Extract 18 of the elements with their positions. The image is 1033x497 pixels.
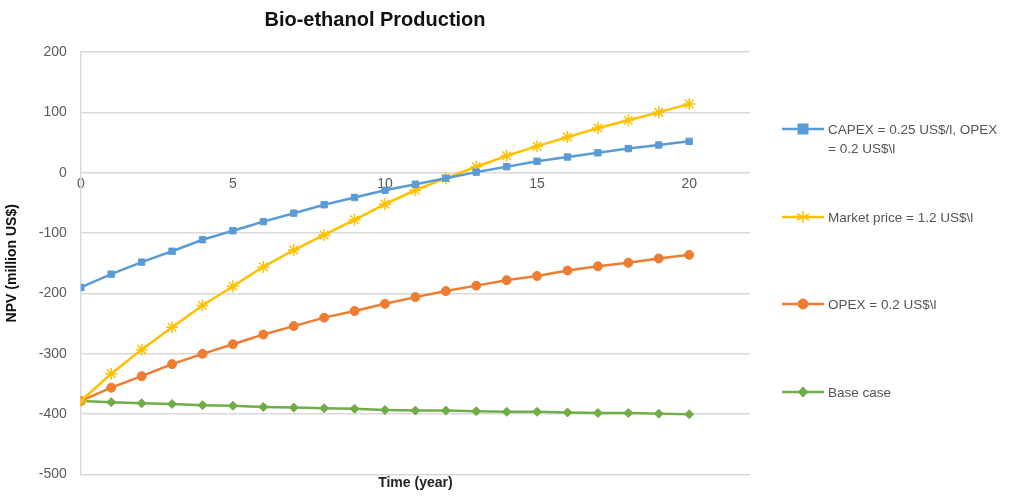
y-tick-label: 200 [43,42,68,59]
legend-label: OPEX = 0.2 US$\l [828,296,937,314]
y-tick-label: -300 [38,344,68,361]
y-tick-label: -100 [38,223,68,240]
y-tick-label: 100 [43,103,68,120]
y-tick-label: -200 [38,284,68,301]
y-axis-title: NPV (million US$) [3,204,20,323]
legend-label: Base case [828,383,892,402]
y-tick-label: -500 [38,465,68,482]
x-axis-title: Time (year) [378,474,453,490]
legend-label: Market price = 1.2 US$\l [828,208,974,227]
legend-label: CAPEX = 0.25 US$/l, OPEX = 0.2 US$\l [828,121,999,158]
y-tick-label: -400 [38,405,68,422]
y-tick-label: 0 [59,163,68,180]
x-tick-label: 20 [681,175,698,191]
x-tick-label: 5 [229,175,238,191]
x-tick-label: 15 [529,175,546,191]
chart-title: Bio-ethanol Production [264,7,486,30]
